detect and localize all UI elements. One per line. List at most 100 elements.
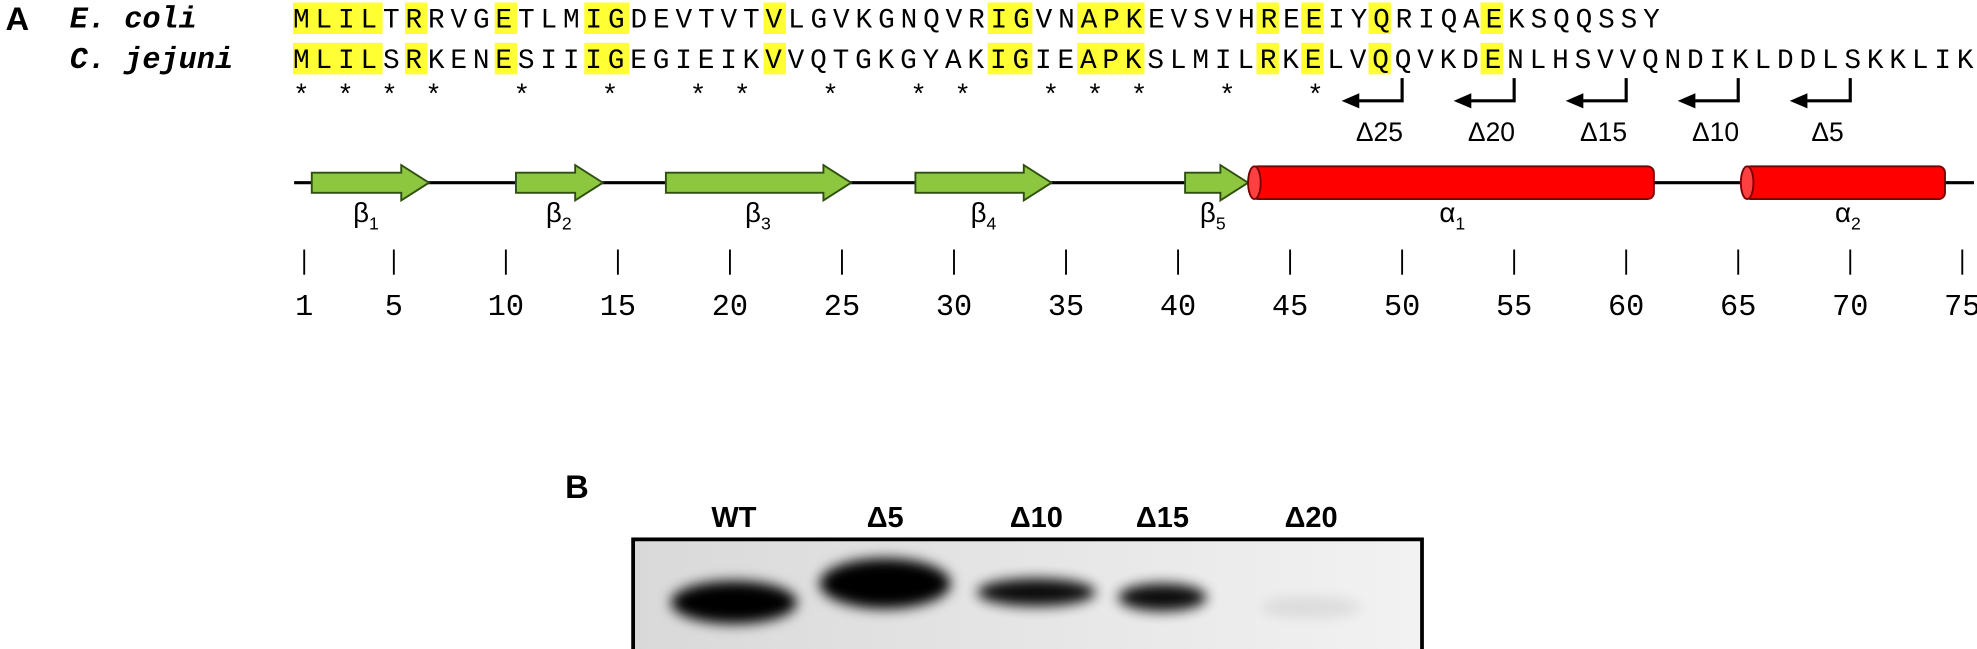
helix-cap xyxy=(1247,165,1262,201)
identity-highlight xyxy=(405,2,428,35)
identity-highlight xyxy=(337,2,361,35)
lane-label: Δ15 xyxy=(1136,502,1189,534)
lane-label: Δ20 xyxy=(1285,502,1338,534)
deletion-label: Δ25 xyxy=(1356,117,1403,147)
blot-band xyxy=(670,580,797,624)
deletion-label: Δ5 xyxy=(1811,117,1843,147)
structure-label: β5 xyxy=(1200,197,1226,234)
identity-highlight xyxy=(1368,42,1391,75)
lane-label: WT xyxy=(711,502,756,534)
deletion-label: Δ20 xyxy=(1468,117,1515,147)
panel-label: A xyxy=(6,0,30,37)
structure-label: β1 xyxy=(353,197,379,234)
identity-highlight xyxy=(584,2,607,35)
arrow-head xyxy=(1341,93,1360,109)
structure-symbol: β xyxy=(1200,197,1216,228)
identity-highlight xyxy=(315,2,338,35)
panel-label: B xyxy=(565,468,589,505)
arrow-head xyxy=(1565,93,1584,109)
alpha-helix xyxy=(1250,165,1655,201)
ruler-label: 45 xyxy=(1272,291,1308,325)
structure-symbol: α xyxy=(1439,197,1455,228)
structure-label: α2 xyxy=(1835,197,1861,234)
ruler-label: 70 xyxy=(1832,291,1868,325)
deletion-arrow xyxy=(1580,78,1628,103)
deletion-arrow xyxy=(1356,78,1404,103)
structure-index: 3 xyxy=(761,213,771,233)
structure-symbol: β xyxy=(353,197,369,228)
ruler-label: 75 xyxy=(1944,291,1977,325)
identity-highlight xyxy=(293,42,316,75)
structure-symbol: α xyxy=(1835,197,1851,228)
identity-highlight xyxy=(987,2,1011,35)
lane-label: Δ5 xyxy=(867,502,904,534)
identity-highlight xyxy=(1099,2,1123,35)
structure-index: 5 xyxy=(1216,213,1226,233)
ruler-label: 35 xyxy=(1048,291,1084,325)
identity-highlight xyxy=(360,42,383,75)
ruler-label: 25 xyxy=(824,291,860,325)
identity-highlight xyxy=(1368,2,1391,35)
identity-highlight xyxy=(763,2,786,35)
ruler-label: 65 xyxy=(1720,291,1756,325)
deletion-label: Δ15 xyxy=(1580,117,1627,147)
identity-highlight xyxy=(1099,42,1123,75)
arrow-head xyxy=(1789,93,1808,109)
identity-highlight xyxy=(1122,2,1145,35)
ruler-label: 60 xyxy=(1608,291,1644,325)
identity-highlight xyxy=(405,42,428,75)
helix-cap xyxy=(1739,165,1755,201)
species-name: C. jejuni xyxy=(70,44,233,78)
identity-highlight xyxy=(987,42,1011,75)
conservation: **** * * ** * ** *** * * xyxy=(293,81,1324,112)
alpha-helix xyxy=(1743,165,1946,201)
identity-highlight xyxy=(1010,42,1033,75)
identity-highlight xyxy=(1077,42,1100,75)
identity-highlight xyxy=(1480,2,1503,35)
identity-highlight xyxy=(1077,2,1100,35)
structure-symbol: β xyxy=(745,197,761,228)
structure-label: β4 xyxy=(971,197,997,234)
species-name: E. coli xyxy=(70,4,197,38)
blot-band xyxy=(1118,583,1207,612)
lane-label: Δ10 xyxy=(1010,502,1063,534)
structure-index: 2 xyxy=(562,213,572,233)
identity-highlight xyxy=(1256,2,1279,35)
blot-band xyxy=(977,578,1096,607)
identity-highlight xyxy=(584,42,607,75)
identity-highlight xyxy=(1480,42,1503,75)
ruler-label: 10 xyxy=(488,291,524,325)
structure-index: 2 xyxy=(1851,213,1861,233)
structure-label: α1 xyxy=(1439,197,1465,234)
sequence: MLILTRRVGETLMIGDEVTVTVLGVKGNQVRIGVNAPKEV… xyxy=(293,6,1660,37)
deletion-label: Δ10 xyxy=(1692,117,1739,147)
beta-strand xyxy=(310,163,431,203)
beta-strand xyxy=(914,163,1054,203)
identity-highlight xyxy=(494,2,518,35)
identity-highlight xyxy=(337,42,361,75)
ruler-label: 1 xyxy=(295,291,313,325)
ruler-label: 20 xyxy=(712,291,748,325)
identity-highlight xyxy=(763,42,786,75)
identity-highlight xyxy=(606,2,630,35)
identity-highlight xyxy=(1256,42,1279,75)
identity-highlight xyxy=(1301,2,1324,35)
structure-index: 4 xyxy=(987,213,997,233)
structure-label: β3 xyxy=(745,197,771,234)
identity-highlight xyxy=(1010,2,1033,35)
ruler-label: 50 xyxy=(1384,291,1420,325)
sequence: MLILSRKENESIIIGEGIEIKVVQTGKGYAKIGIEAPKSL… xyxy=(293,46,1974,77)
structure-index: 1 xyxy=(369,213,379,233)
structure-label: β2 xyxy=(546,197,572,234)
ruler-label: 40 xyxy=(1160,291,1196,325)
identity-highlight xyxy=(360,2,383,35)
beta-strand xyxy=(514,163,605,203)
ruler-label: 55 xyxy=(1496,291,1532,325)
deletion-arrow xyxy=(1692,78,1740,103)
identity-highlight xyxy=(293,2,316,35)
ruler-label: 15 xyxy=(600,291,636,325)
structure-index: 1 xyxy=(1455,213,1465,233)
blot-band xyxy=(1260,597,1362,618)
